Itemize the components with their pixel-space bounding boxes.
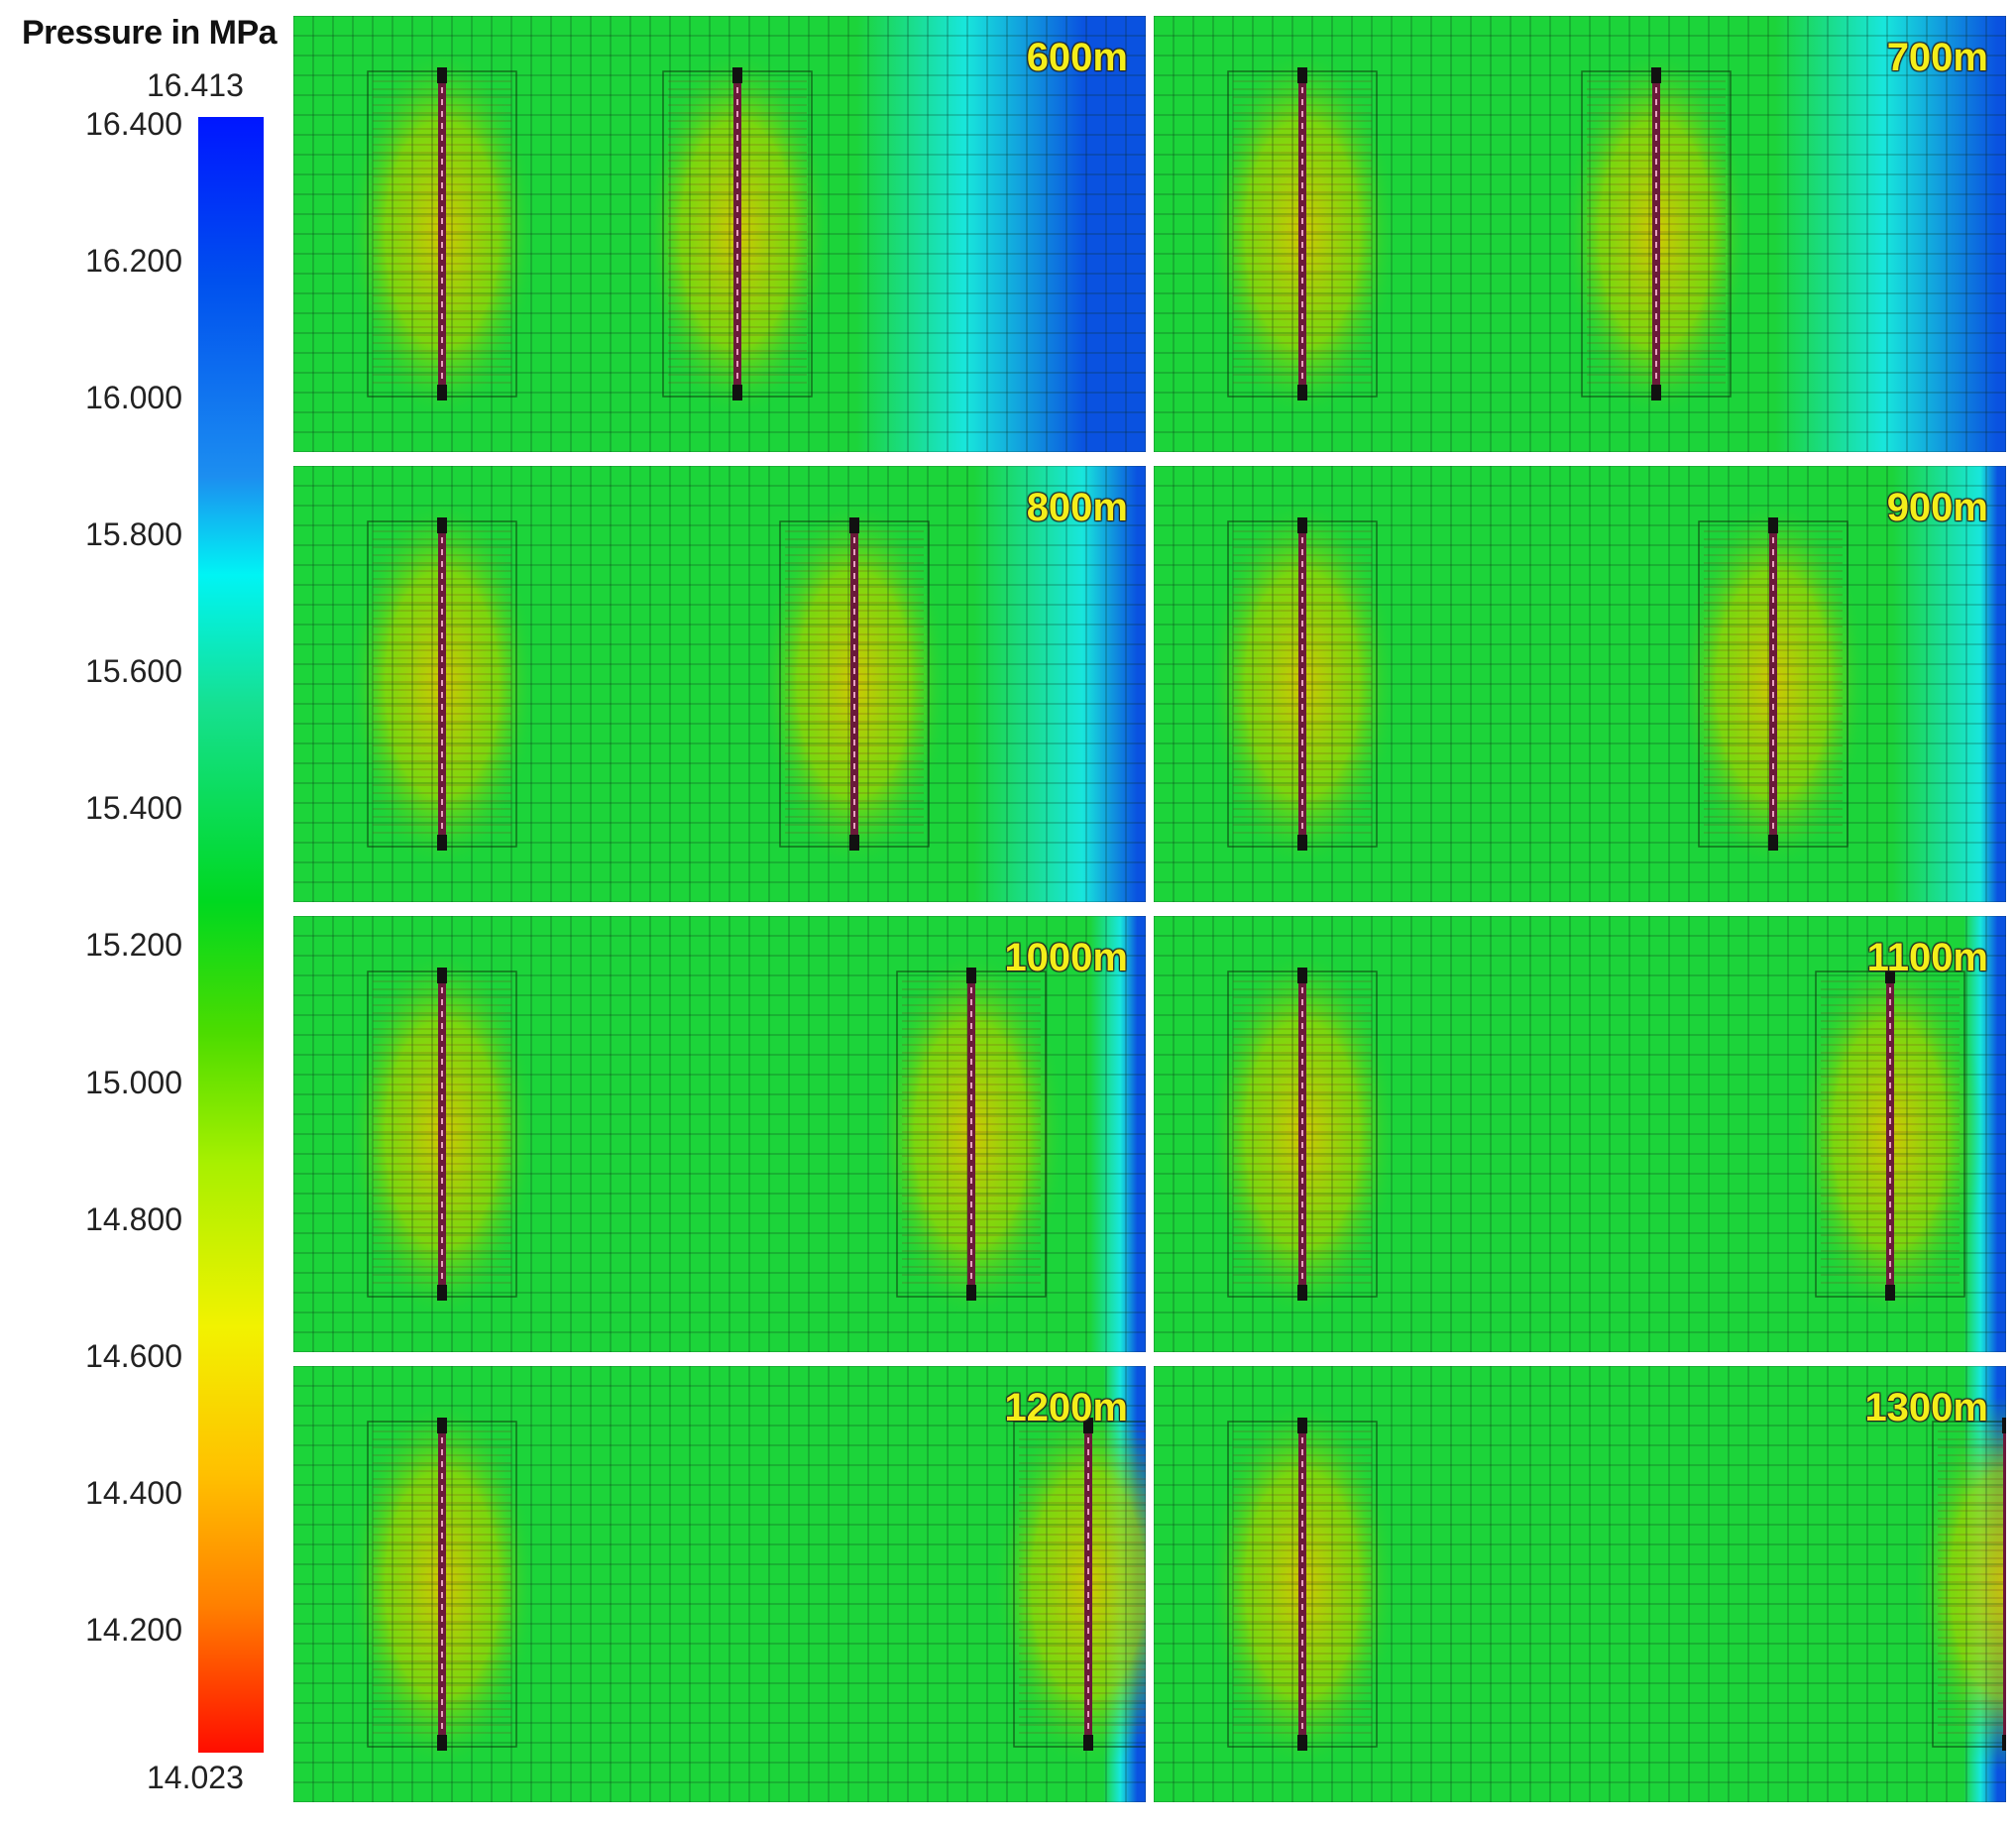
simulation-mesh [1154, 916, 2006, 1352]
legend-tick-label: 16.000 [85, 380, 182, 416]
pressure-map-panel: 800m [293, 466, 1146, 902]
simulation-mesh [293, 1366, 1146, 1802]
horizontal-well [1297, 968, 1307, 1301]
pressure-field-plot [293, 1366, 1146, 1802]
simulation-mesh [1154, 466, 2006, 902]
pressure-field-plot [1154, 466, 2006, 902]
legend-tick-label: 14.600 [85, 1337, 182, 1374]
pressure-map-panel: 900m [1154, 466, 2006, 902]
horizontal-well [1297, 67, 1307, 400]
well-spacing-label: 1000m [1004, 936, 1128, 979]
color-scale-bar [198, 117, 264, 1753]
horizontal-well [1651, 67, 1661, 400]
horizontal-well [437, 67, 447, 400]
pressure-field-plot [293, 466, 1146, 902]
legend-tick-label: 14.200 [85, 1611, 182, 1648]
horizontal-well [437, 517, 447, 851]
legend-tick-label: 15.600 [85, 653, 182, 690]
simulation-mesh [1154, 1366, 2006, 1802]
legend-tick-label: 16.400 [85, 105, 182, 142]
legend-title: Pressure in MPa [22, 14, 278, 52]
pressure-field-plot [293, 916, 1146, 1352]
pressure-map-panel: 700m [1154, 16, 2006, 452]
horizontal-well [1885, 968, 1895, 1301]
pressure-map-panel: 1300m [1154, 1366, 2006, 1802]
simulation-mesh [293, 16, 1146, 452]
horizontal-well [437, 1418, 447, 1751]
legend-tick-label: 15.800 [85, 516, 182, 553]
simulation-mesh [1154, 16, 2006, 452]
pressure-maps-grid: 600m 700m 800m 900m 1000m 1100m 1200m 1300m [293, 16, 2006, 1812]
legend-tick-label: 16.200 [85, 243, 182, 280]
pressure-field-plot [1154, 16, 2006, 452]
pressure-field-plot [1154, 916, 2006, 1352]
simulation-mesh [293, 466, 1146, 902]
pressure-field-plot [293, 16, 1146, 452]
pressure-map-panel: 1100m [1154, 916, 2006, 1352]
horizontal-well [2002, 1418, 2006, 1751]
well-spacing-label: 600m [1026, 36, 1128, 79]
horizontal-well [1083, 1418, 1093, 1751]
pressure-field-plot [1154, 1366, 2006, 1802]
horizontal-well [966, 968, 976, 1301]
well-spacing-label: 800m [1026, 486, 1128, 529]
horizontal-well [1768, 517, 1778, 851]
legend-tick-label: 15.000 [85, 1064, 182, 1100]
pressure-map-panel: 1200m [293, 1366, 1146, 1802]
legend-max-label: 16.413 [147, 67, 244, 103]
well-spacing-label: 1300m [1864, 1386, 1988, 1429]
horizontal-well [732, 67, 742, 400]
horizontal-well [437, 968, 447, 1301]
legend-tick-label: 15.400 [85, 790, 182, 827]
well-spacing-label: 1200m [1004, 1386, 1128, 1429]
legend-tick-label: 15.200 [85, 927, 182, 964]
pressure-map-panel: 600m [293, 16, 1146, 452]
legend-tick-label: 14.800 [85, 1200, 182, 1237]
horizontal-well [849, 517, 859, 851]
well-spacing-label: 1100m [1866, 936, 1988, 979]
pressure-map-panel: 1000m [293, 916, 1146, 1352]
horizontal-well [1297, 517, 1307, 851]
simulation-mesh [293, 916, 1146, 1352]
well-spacing-label: 700m [1886, 36, 1988, 79]
legend-tick-label: 14.400 [85, 1474, 182, 1511]
legend-min-label: 14.023 [147, 1760, 244, 1795]
well-spacing-label: 900m [1886, 486, 1988, 529]
horizontal-well [1297, 1418, 1307, 1751]
